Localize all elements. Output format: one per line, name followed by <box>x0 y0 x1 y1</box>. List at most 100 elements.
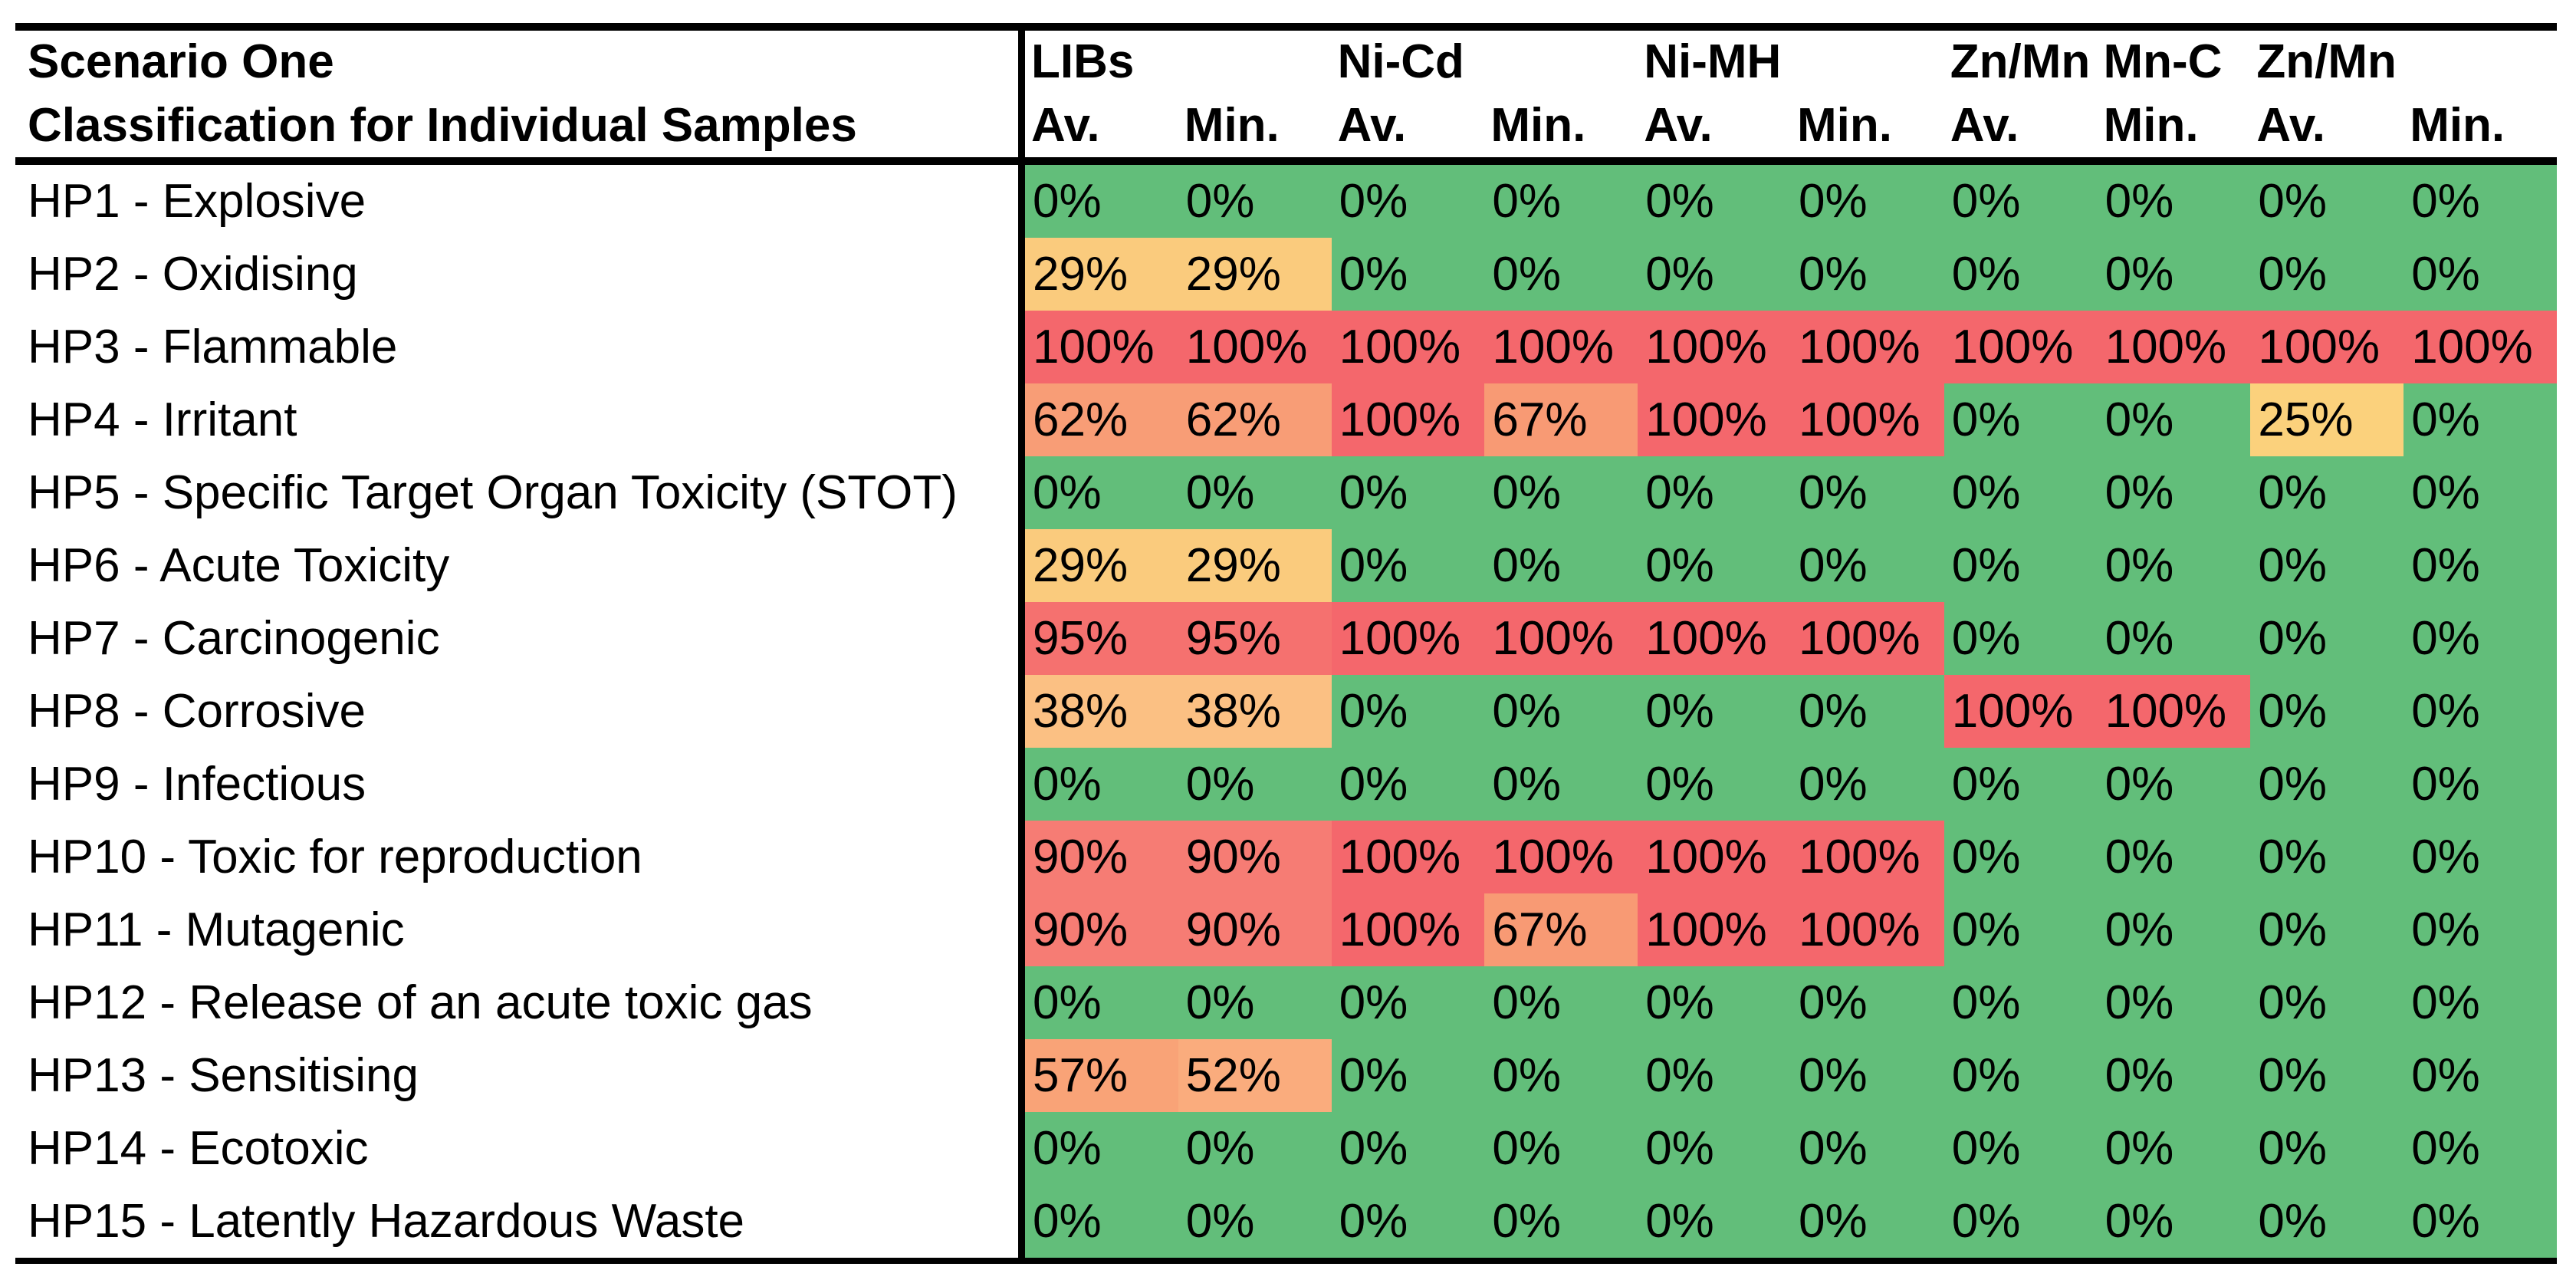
value-cell: 0% <box>2250 1039 2404 1112</box>
value-cell: 100% <box>1484 311 1638 383</box>
value-cell: 0% <box>1791 1039 1944 1112</box>
value-cell: 0% <box>1484 1185 1638 1258</box>
value-cell: 0% <box>1331 529 1485 602</box>
value-cell: 0% <box>1944 748 2098 821</box>
column-sub-label: Av. <box>1950 98 2019 152</box>
value-cell: 0% <box>1944 821 2098 893</box>
value-cell: 100% <box>1638 893 1791 966</box>
value-cell: 0% <box>1025 1185 1178 1258</box>
value-cell: 0% <box>1944 1112 2098 1185</box>
value-cell: 0% <box>1484 675 1638 748</box>
value-cell: 100% <box>1791 821 1944 893</box>
value-cell: 0% <box>2404 529 2557 602</box>
value-cell: 0% <box>1638 966 1791 1039</box>
value-cell: 0% <box>2097 456 2251 529</box>
value-cell: 0% <box>1791 748 1944 821</box>
label-column-divider <box>1018 23 1025 1264</box>
value-cell: 29% <box>1025 529 1178 602</box>
value-cell: 90% <box>1025 821 1178 893</box>
value-cell: 0% <box>2097 1112 2251 1185</box>
value-cell: 0% <box>1791 675 1944 748</box>
value-cell: 0% <box>1791 1112 1944 1185</box>
value-cell: 100% <box>1791 383 1944 456</box>
value-cell: 0% <box>2404 1039 2557 1112</box>
table-body: HP1 - Explosive 0% 0% 0% 0% 0% 0% 0% 0% 0% 0% HP2 -… <box>15 165 2557 1258</box>
value-cell: 0% <box>1944 456 2098 529</box>
value-cell: 100% <box>1331 893 1485 966</box>
column-sub-label: Min. <box>1184 98 1280 152</box>
value-cell: 0% <box>1638 456 1791 529</box>
value-cell: 57% <box>1025 1039 1178 1112</box>
header-title-line2: Classification for Individual Samples <box>28 98 857 152</box>
value-cell: 100% <box>1638 311 1791 383</box>
row-label: HP11 - Mutagenic <box>15 893 1025 966</box>
value-cell: 100% <box>1484 602 1638 675</box>
value-cell: 38% <box>1025 675 1178 748</box>
value-cell: 100% <box>1638 821 1791 893</box>
value-cell: 100% <box>1025 311 1178 383</box>
value-cell: 0% <box>2097 748 2251 821</box>
value-cell: 100% <box>1178 311 1332 383</box>
value-cell: 100% <box>1331 602 1485 675</box>
value-cell: 0% <box>2404 1112 2557 1185</box>
value-cell: 0% <box>2250 821 2404 893</box>
value-cell: 67% <box>1484 383 1638 456</box>
value-cell: 52% <box>1178 1039 1332 1112</box>
table-bottom-border <box>15 1258 2557 1264</box>
value-cell: 0% <box>1484 165 1638 238</box>
table-header: Scenario One Classification for Individu… <box>15 31 2557 157</box>
row-label: HP12 - Release of an acute toxic gas <box>15 966 1025 1039</box>
value-cell: 90% <box>1178 893 1332 966</box>
value-cell: 0% <box>2097 966 2251 1039</box>
column-sub-label: Av. <box>2256 98 2325 152</box>
value-cell: 0% <box>2250 456 2404 529</box>
value-cell: 0% <box>1791 1185 1944 1258</box>
value-cell: 0% <box>1331 748 1485 821</box>
value-cell: 0% <box>1331 1039 1485 1112</box>
row-label: HP4 - Irritant <box>15 383 1025 456</box>
column-sub-label: Av. <box>1031 98 1100 152</box>
value-cell: 0% <box>1638 1185 1791 1258</box>
value-cell: 0% <box>1638 675 1791 748</box>
value-cell: 0% <box>2404 238 2557 311</box>
row-label: HP9 - Infectious <box>15 748 1025 821</box>
value-cell: 0% <box>1791 529 1944 602</box>
value-cell: 0% <box>2404 383 2557 456</box>
row-label: HP7 - Carcinogenic <box>15 602 1025 675</box>
value-cell: 100% <box>1331 311 1485 383</box>
value-cell: 0% <box>1178 165 1332 238</box>
column-sub-label: Min. <box>1797 98 1892 152</box>
value-cell: 0% <box>1944 383 2098 456</box>
value-cell: 0% <box>2097 821 2251 893</box>
value-cell: 100% <box>2097 675 2251 748</box>
value-cell: 0% <box>1484 966 1638 1039</box>
value-cell: 0% <box>2404 456 2557 529</box>
value-cell: 0% <box>1944 893 2098 966</box>
value-cell: 0% <box>1944 165 2098 238</box>
value-cell: 100% <box>1944 311 2098 383</box>
value-cell: 0% <box>1944 1185 2098 1258</box>
column-group-label: Ni-Cd <box>1337 35 1464 88</box>
row-label: HP14 - Ecotoxic <box>15 1112 1025 1185</box>
value-cell: 0% <box>1331 456 1485 529</box>
value-cell: 0% <box>1025 456 1178 529</box>
value-cell: 0% <box>2250 675 2404 748</box>
value-cell: 0% <box>2097 1039 2251 1112</box>
value-cell: 0% <box>1791 238 1944 311</box>
value-cell: 100% <box>1791 893 1944 966</box>
value-cell: 0% <box>1484 1039 1638 1112</box>
column-group-label: Zn/Mn <box>2256 35 2397 88</box>
value-cell: 0% <box>2404 1185 2557 1258</box>
value-cell: 0% <box>1944 529 2098 602</box>
value-cell: 0% <box>1178 748 1332 821</box>
column-sub-label: Av. <box>1337 98 1407 152</box>
column-group-label: LIBs <box>1031 35 1135 88</box>
value-cell: 67% <box>1484 893 1638 966</box>
value-cell: 100% <box>1638 383 1791 456</box>
row-label: HP10 - Toxic for reproduction <box>15 821 1025 893</box>
value-cell: 100% <box>2097 311 2251 383</box>
value-cell: 100% <box>1331 821 1485 893</box>
value-cell: 0% <box>2250 602 2404 675</box>
header-title-line1: Scenario One <box>28 35 334 88</box>
